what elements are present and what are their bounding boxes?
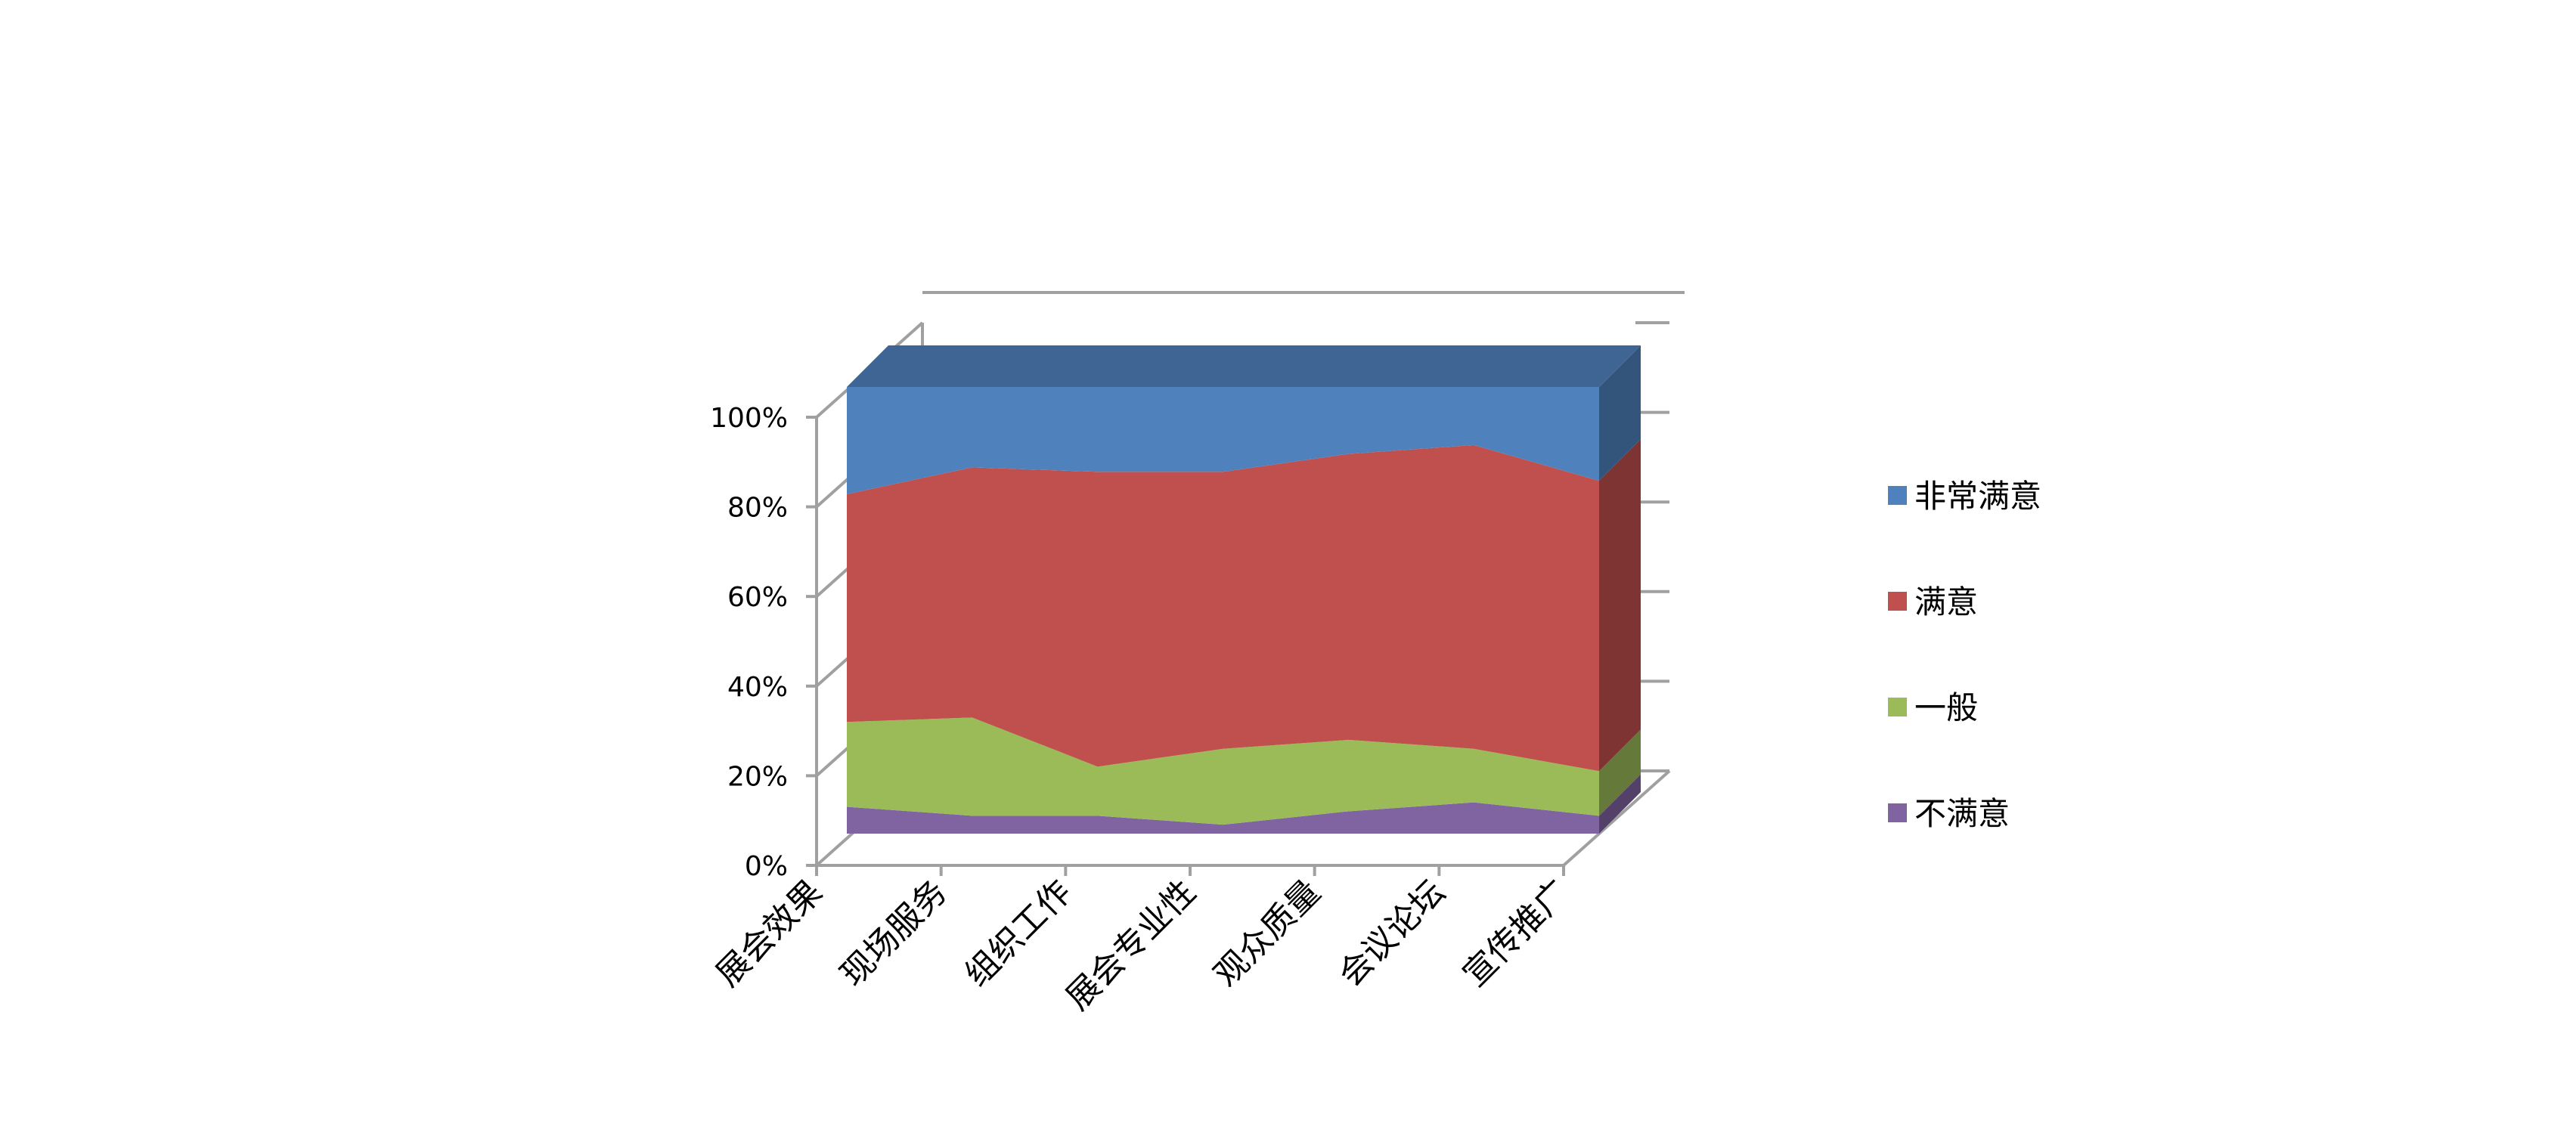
y-tick-label: 40% bbox=[727, 672, 788, 703]
y-tick-label: 20% bbox=[727, 761, 788, 792]
y-tick-label: 100% bbox=[710, 403, 788, 434]
y-tick-label: 60% bbox=[727, 582, 788, 613]
area-top-face bbox=[847, 345, 1641, 387]
area-top-非常满意 bbox=[847, 345, 1641, 387]
y-tick-label: 80% bbox=[727, 493, 788, 524]
legend-swatch bbox=[1888, 486, 1907, 505]
y-tick-labels: 0% 20% 40% 60% 80% 100% bbox=[710, 403, 788, 882]
legend-swatch bbox=[1888, 592, 1907, 611]
legend-swatch bbox=[1888, 803, 1907, 822]
x-category-label: 观众质量 bbox=[1207, 873, 1328, 995]
area-side-非常满意 bbox=[1599, 345, 1641, 481]
legend-label: 非常满意 bbox=[1914, 478, 2041, 515]
x-category-label: 宣传推广 bbox=[1455, 873, 1577, 995]
legend-label: 不满意 bbox=[1914, 795, 2010, 832]
area-side-不满意 bbox=[1599, 774, 1641, 834]
x-category-label: 现场服务 bbox=[833, 873, 955, 995]
legend-label: 一般 bbox=[1914, 689, 1978, 726]
area-不满意 bbox=[847, 802, 1599, 834]
legend-label: 满意 bbox=[1914, 583, 1978, 621]
x-category-label: 会议论坛 bbox=[1331, 873, 1453, 995]
x-category-label: 组织工作 bbox=[958, 873, 1080, 995]
area-side-一般 bbox=[1599, 729, 1641, 816]
area-front-faces bbox=[847, 387, 1599, 834]
floor-right-edge bbox=[1562, 769, 1671, 867]
legend-swatch bbox=[1888, 698, 1907, 716]
area-非常满意 bbox=[847, 387, 1599, 494]
area-right-side-faces bbox=[1599, 345, 1641, 834]
area-满意 bbox=[847, 444, 1599, 772]
y-tick-label: 0% bbox=[745, 851, 788, 882]
area-一般 bbox=[847, 717, 1599, 825]
x-category-label: 展会专业性 bbox=[1059, 873, 1204, 1018]
x-category-label: 展会效果 bbox=[708, 873, 830, 995]
area-side-满意 bbox=[1599, 439, 1641, 772]
